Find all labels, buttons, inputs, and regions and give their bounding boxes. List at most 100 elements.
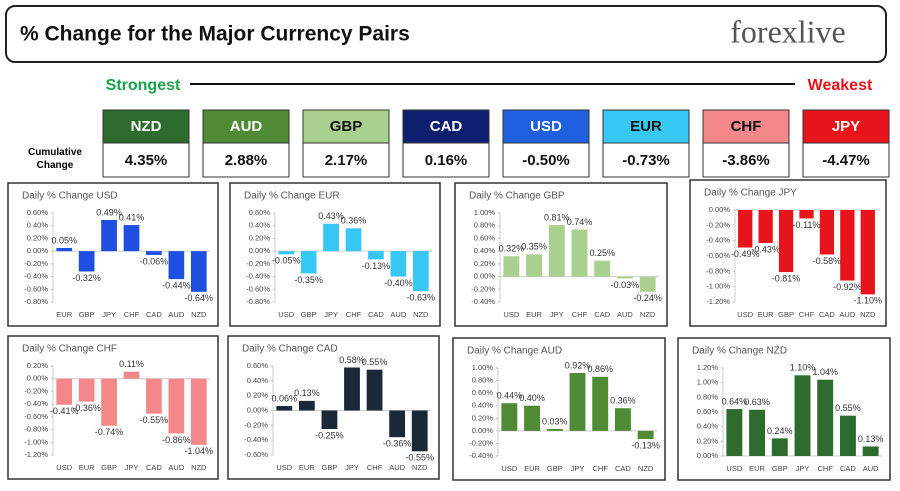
chart-title: Daily % Change CAD bbox=[242, 344, 338, 355]
bar bbox=[637, 430, 654, 440]
y-tick-label: -0.20% bbox=[24, 259, 48, 268]
value-label: 0.64% bbox=[722, 396, 748, 406]
bar bbox=[412, 251, 429, 292]
bar bbox=[778, 210, 794, 273]
x-tick-label: EUR bbox=[79, 463, 95, 472]
pair-header bbox=[502, 109, 590, 144]
value-label: -0.64% bbox=[185, 293, 214, 303]
bar bbox=[190, 251, 207, 292]
value-label: -0.03% bbox=[611, 280, 640, 290]
pair-header bbox=[202, 109, 290, 144]
chart-title: Daily % Change JPY bbox=[704, 188, 797, 199]
y-tick-label: -1.20% bbox=[24, 450, 48, 459]
y-tick-label: -0.20% bbox=[246, 259, 270, 268]
bar bbox=[569, 373, 586, 431]
value-label: 0.49% bbox=[96, 207, 122, 217]
x-tick-label: CHF bbox=[572, 310, 588, 319]
y-tick-label: -0.40% bbox=[469, 451, 493, 460]
bar bbox=[344, 367, 360, 411]
y-tick-label: 0.40% bbox=[27, 221, 49, 230]
bar bbox=[749, 409, 766, 456]
value-label: -0.86% bbox=[162, 435, 191, 445]
y-tick-label: 0.20% bbox=[472, 413, 494, 422]
y-tick-label: -0.20% bbox=[469, 438, 493, 447]
pair-cell bbox=[502, 142, 590, 178]
value-label: 0.05% bbox=[51, 235, 77, 245]
y-tick-label: -0.40% bbox=[24, 399, 48, 408]
chart-title: Daily % Change EUR bbox=[244, 191, 340, 202]
value-label: 0.25% bbox=[589, 248, 615, 258]
pair-change: 2.17% bbox=[325, 152, 368, 169]
bar bbox=[56, 247, 73, 252]
bar bbox=[738, 210, 753, 248]
pair-name: NZD bbox=[131, 118, 162, 135]
value-label: 0.58% bbox=[339, 355, 365, 365]
value-label: 0.92% bbox=[565, 360, 591, 370]
value-label: -0.13% bbox=[631, 440, 660, 450]
value-label: 1.04% bbox=[812, 367, 838, 377]
x-tick-label: EUR bbox=[299, 463, 315, 472]
value-label: 0.36% bbox=[610, 396, 636, 406]
bar bbox=[639, 276, 656, 292]
y-tick-label: 0.20% bbox=[249, 233, 271, 242]
x-tick-label: GBP bbox=[101, 463, 117, 472]
pair-header bbox=[102, 109, 190, 144]
bar bbox=[390, 251, 407, 277]
y-tick-label: -0.80% bbox=[246, 297, 270, 306]
value-label: 0.63% bbox=[744, 397, 770, 407]
value-label: -0.92% bbox=[833, 282, 862, 292]
pair-header bbox=[402, 109, 490, 144]
x-tick-label: EUR bbox=[749, 464, 765, 473]
bar bbox=[594, 260, 611, 277]
value-label: 0.55% bbox=[362, 357, 388, 367]
value-label: -0.44% bbox=[162, 280, 191, 290]
x-tick-label: JPY bbox=[102, 310, 116, 319]
bar bbox=[614, 408, 631, 431]
x-tick-label: JPY bbox=[571, 464, 585, 473]
bar bbox=[571, 229, 588, 277]
bar bbox=[146, 378, 162, 414]
chart-title: Daily % Change NZD bbox=[692, 346, 787, 357]
x-tick-label: NZD bbox=[638, 464, 654, 473]
y-tick-label: -1.00% bbox=[24, 437, 48, 446]
pair-name: GBP bbox=[330, 118, 363, 135]
y-tick-label: 0.40% bbox=[247, 376, 269, 385]
y-tick-label: 0.40% bbox=[472, 401, 494, 410]
x-tick-label: NZD bbox=[860, 310, 876, 319]
weakest-label: Weakest bbox=[808, 77, 873, 94]
x-tick-label: CAD bbox=[146, 463, 162, 472]
chart-box bbox=[7, 182, 219, 327]
value-label: 0.44% bbox=[497, 391, 523, 401]
value-label: -0.06% bbox=[140, 256, 169, 266]
x-tick-label: USD bbox=[56, 463, 72, 472]
pair-change: -4.47% bbox=[822, 152, 870, 169]
y-tick-label: -0.60% bbox=[246, 284, 270, 293]
bar bbox=[298, 400, 315, 411]
chart-title: Daily % Change GBP bbox=[469, 191, 565, 202]
bar bbox=[771, 438, 788, 456]
pair-change: -0.50% bbox=[522, 152, 570, 169]
y-tick-label: -0.40% bbox=[246, 272, 270, 281]
value-label: 0.13% bbox=[858, 434, 884, 444]
y-tick-label: 0.80% bbox=[472, 376, 494, 385]
y-tick-label: -0.80% bbox=[24, 425, 48, 434]
value-label: -0.43% bbox=[751, 244, 780, 254]
x-tick-label: JPY bbox=[324, 310, 338, 319]
y-tick-label: 0.20% bbox=[697, 436, 719, 445]
bar bbox=[819, 210, 835, 255]
x-tick-label: AUD bbox=[839, 310, 855, 319]
value-label: -0.36% bbox=[383, 439, 412, 449]
x-tick-label: JPY bbox=[550, 310, 564, 319]
x-tick-label: NZD bbox=[640, 310, 656, 319]
bar bbox=[389, 410, 406, 438]
bar bbox=[323, 223, 339, 252]
x-tick-label: CAD bbox=[840, 464, 856, 473]
y-tick-label: 1.00% bbox=[697, 378, 719, 387]
y-tick-label: 0.20% bbox=[474, 259, 496, 268]
bar bbox=[368, 251, 384, 260]
y-tick-label: 0.80% bbox=[697, 392, 719, 401]
x-tick-label: AUD bbox=[389, 463, 405, 472]
bar bbox=[840, 210, 855, 281]
x-tick-label: EUR bbox=[526, 310, 542, 319]
value-label: -0.58% bbox=[813, 256, 842, 266]
